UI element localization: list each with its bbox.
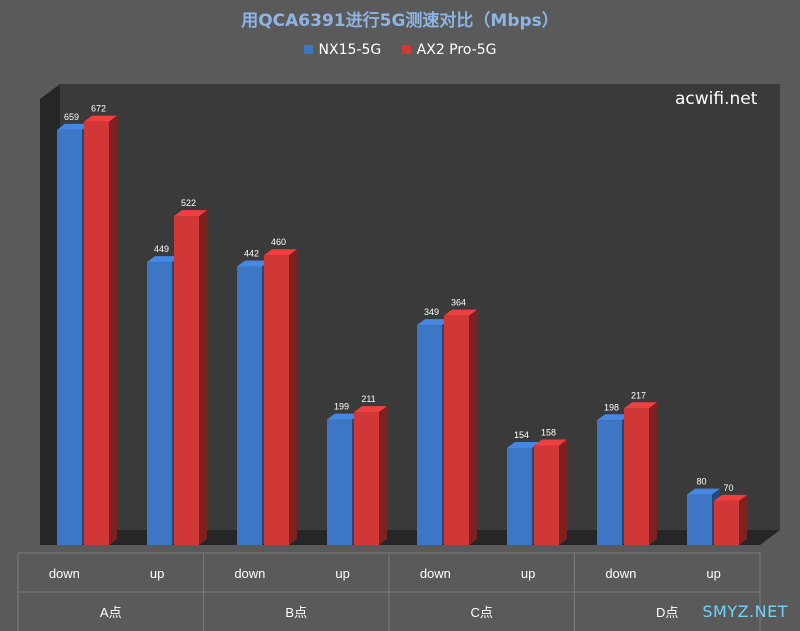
x-group-label: D点 xyxy=(656,605,678,620)
bar-top-nx15 xyxy=(237,260,270,267)
bar-top-nx15 xyxy=(507,441,540,448)
bar-ax2pro xyxy=(84,121,109,545)
legend-label-nx15: NX15-5G xyxy=(318,42,382,58)
x-tick-label: down xyxy=(420,566,451,581)
bar-top-ax2pro xyxy=(624,402,657,409)
legend-item-nx15: NX15-5G xyxy=(303,42,382,58)
data-label: 449 xyxy=(154,244,169,254)
x-tick-label: up xyxy=(150,566,164,581)
x-group-label: A点 xyxy=(100,605,122,620)
chart-floor xyxy=(40,530,780,545)
bar-top-ax2pro xyxy=(534,439,567,446)
data-label: 198 xyxy=(604,402,619,412)
data-label: 217 xyxy=(631,390,646,400)
chart-title: 用QCA6391进行5G测速对比（Mbps） xyxy=(241,11,559,31)
data-label: 349 xyxy=(424,307,439,317)
legend-item-ax2pro: AX2 Pro-5G xyxy=(401,42,497,58)
bar-side-ax2pro xyxy=(199,210,207,545)
bar-top-ax2pro xyxy=(174,210,207,217)
bar-side-ax2pro xyxy=(289,249,297,545)
data-label: 80 xyxy=(696,477,706,487)
x-tick-label: down xyxy=(605,566,636,581)
bar-top-ax2pro xyxy=(84,115,117,122)
bar-nx15 xyxy=(687,494,712,545)
bar-top-ax2pro xyxy=(714,494,747,501)
bar-ax2pro xyxy=(534,445,559,545)
data-label: 442 xyxy=(244,249,259,259)
watermark-text: acwifi.net xyxy=(675,89,758,109)
data-label: 199 xyxy=(334,402,349,412)
bar-side-ax2pro xyxy=(559,439,567,545)
bar-top-nx15 xyxy=(687,488,720,495)
data-label: 659 xyxy=(64,112,79,122)
bar-nx15 xyxy=(417,325,442,545)
bar-nx15 xyxy=(597,420,622,545)
data-label: 154 xyxy=(514,430,529,440)
legend: NX15-5G AX2 Pro-5G xyxy=(0,42,800,58)
bar-nx15 xyxy=(327,419,352,545)
data-label: 672 xyxy=(91,104,106,114)
bar-ax2pro xyxy=(354,412,379,545)
bar-side-ax2pro xyxy=(379,406,387,545)
bar-side-ax2pro xyxy=(469,309,477,545)
x-tick-label: up xyxy=(521,566,535,581)
chart-side-wall xyxy=(40,84,60,545)
bar-top-nx15 xyxy=(147,256,180,263)
bar-nx15 xyxy=(237,266,262,545)
x-group-label: B点 xyxy=(285,605,307,620)
bar-top-nx15 xyxy=(57,123,90,130)
x-group-label: C点 xyxy=(471,605,493,620)
bar-ax2pro xyxy=(264,255,289,545)
bar-nx15 xyxy=(57,129,82,545)
x-tick-label: down xyxy=(49,566,80,581)
bar-top-nx15 xyxy=(597,414,630,421)
data-label: 211 xyxy=(361,394,375,404)
bar-top-ax2pro xyxy=(444,309,477,316)
bar-nx15 xyxy=(507,447,532,545)
legend-label-ax2pro: AX2 Pro-5G xyxy=(416,42,497,58)
bar-ax2pro xyxy=(624,408,649,545)
x-tick-label: up xyxy=(706,566,720,581)
corner-watermark: SMYZ.NET xyxy=(702,602,788,621)
bar-top-ax2pro xyxy=(264,249,297,256)
data-label: 364 xyxy=(451,298,466,308)
bar-side-ax2pro xyxy=(109,115,117,545)
x-tick-label: up xyxy=(335,566,349,581)
data-label: 158 xyxy=(541,427,556,437)
data-label: 460 xyxy=(271,237,286,247)
data-label: 70 xyxy=(723,483,733,493)
legend-swatch-nx15 xyxy=(303,44,313,54)
bar-top-nx15 xyxy=(327,413,360,420)
bar-ax2pro xyxy=(174,216,199,545)
legend-swatch-ax2pro xyxy=(401,44,411,54)
x-tick-label: down xyxy=(234,566,265,581)
bar-side-ax2pro xyxy=(649,402,657,545)
data-label: 522 xyxy=(181,198,196,208)
bar-ax2pro xyxy=(714,500,739,545)
bar-nx15 xyxy=(147,262,172,545)
bar-ax2pro xyxy=(444,315,469,545)
bar-top-nx15 xyxy=(417,319,450,326)
bar-side-ax2pro xyxy=(739,494,747,545)
bar-top-ax2pro xyxy=(354,406,387,413)
